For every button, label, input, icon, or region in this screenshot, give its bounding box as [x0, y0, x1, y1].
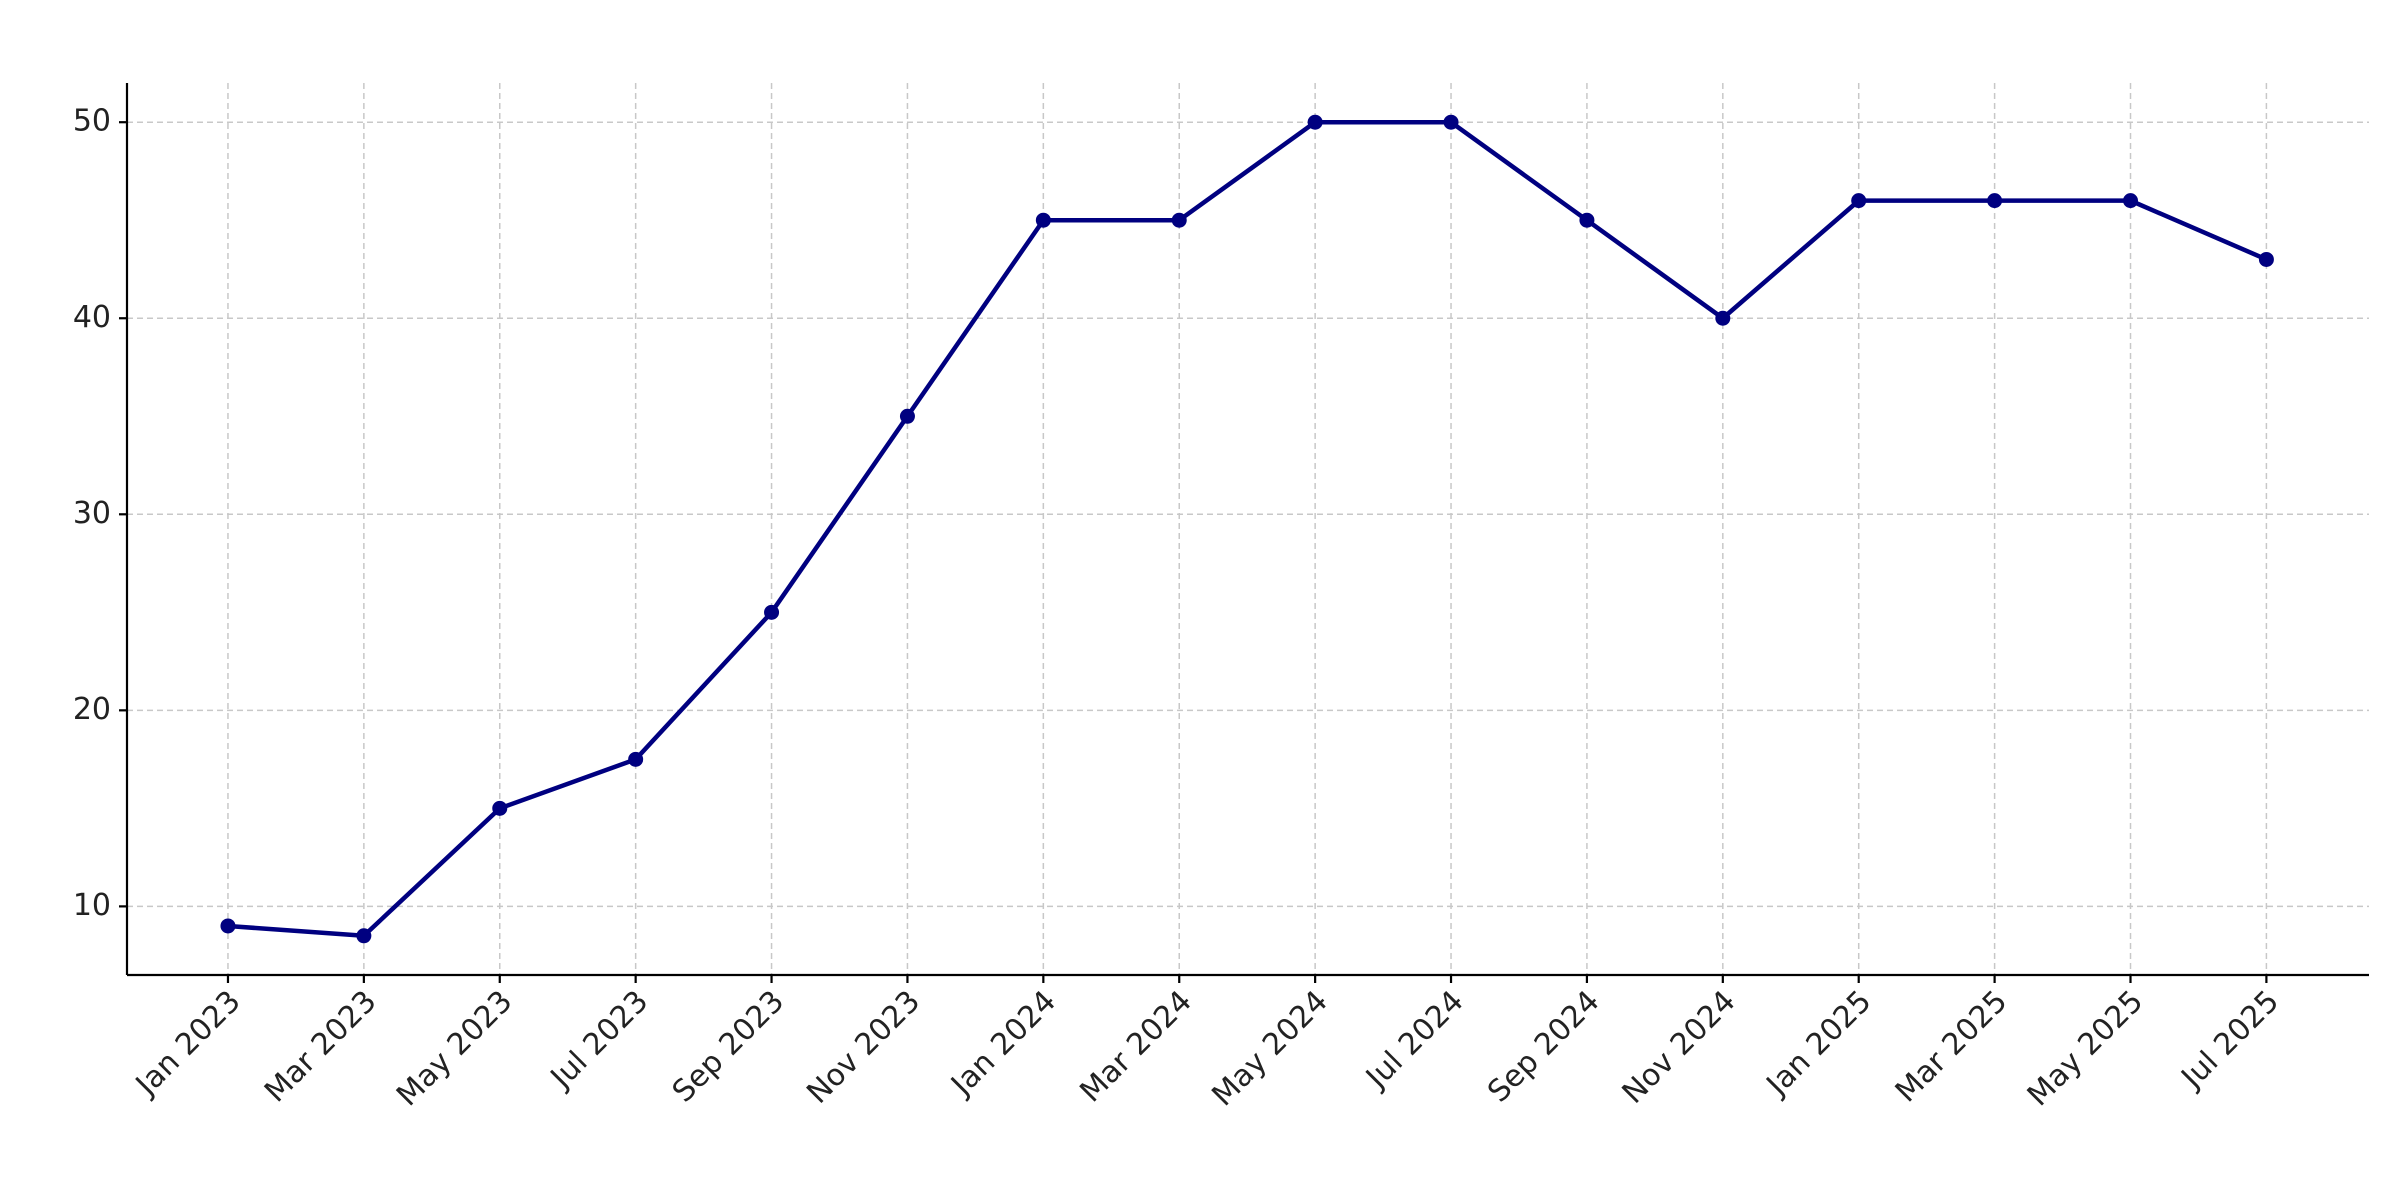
x-tick-label: Mar 2023	[258, 984, 384, 1110]
x-tick-label: May 2025	[2021, 984, 2150, 1113]
x-tick-label: Nov 2024	[1616, 984, 1743, 1111]
marker	[628, 751, 644, 767]
x-tick-label: Mar 2025	[1889, 984, 2015, 1110]
x-tick-label: May 2024	[1205, 984, 1334, 1113]
y-tick-label: 10	[73, 888, 111, 923]
marker	[899, 408, 915, 424]
x-tick-label: Jan 2025	[1759, 984, 1879, 1104]
marker	[356, 928, 372, 944]
marker	[2258, 251, 2274, 267]
x-tick-label: Jul 2024	[1358, 984, 1470, 1096]
y-tick-label: 20	[73, 692, 111, 727]
marker	[2123, 193, 2139, 209]
x-tick-label: May 2023	[390, 984, 519, 1113]
x-tick-label: Jul 2025	[2174, 984, 2286, 1096]
marker	[1035, 212, 1051, 228]
marker	[1443, 114, 1459, 130]
marker	[764, 604, 780, 620]
marker	[1307, 114, 1323, 130]
y-tick-label: 40	[73, 300, 111, 335]
y-tick-label: 30	[73, 496, 111, 531]
x-tick-label: Sep 2023	[666, 984, 791, 1109]
x-tick-label: Jan 2023	[128, 984, 248, 1104]
line	[227, 119, 2268, 939]
y-tick-label: 50	[73, 104, 111, 139]
marker	[1851, 193, 1867, 209]
x-tick-label: Jan 2024	[943, 984, 1063, 1104]
marker	[1579, 212, 1595, 228]
x-tick-label: Mar 2024	[1073, 984, 1199, 1110]
marker	[1171, 212, 1187, 228]
marker	[1715, 310, 1731, 326]
marker	[220, 918, 236, 934]
x-tick-label: Jul 2023	[543, 984, 655, 1096]
marker	[492, 800, 508, 816]
marker	[1987, 193, 2003, 209]
x-tick-label: Nov 2023	[800, 984, 927, 1111]
x-tick-label: Sep 2024	[1481, 984, 1606, 1109]
